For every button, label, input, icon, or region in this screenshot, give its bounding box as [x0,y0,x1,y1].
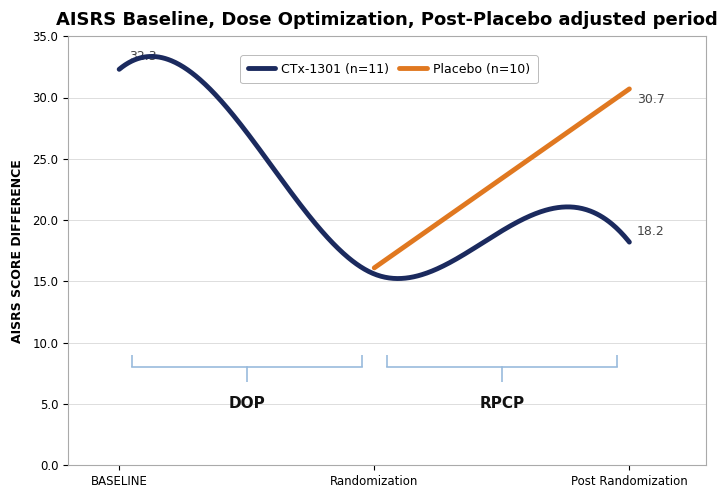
CTx-1301 (n=11) [615,228,624,234]
Y-axis label: AISRS SCORE DIFFERENCE: AISRS SCORE DIFFERENCE [11,159,24,343]
Title: AISRS Baseline, Dose Optimization, Post-Placebo adjusted period: AISRS Baseline, Dose Optimization, Post-… [56,11,717,29]
CTx-1301 (n=11) [115,66,123,72]
Text: RPCP: RPCP [479,396,524,411]
CTx-1301 (n=11) [535,209,543,215]
Line: CTx-1301 (n=11): CTx-1301 (n=11) [119,56,630,278]
CTx-1301 (n=11) [421,270,429,276]
Text: DOP: DOP [228,396,265,411]
Legend: CTx-1301 (n=11), Placebo (n=10): CTx-1301 (n=11), Placebo (n=10) [240,55,538,83]
CTx-1301 (n=11) [361,267,370,273]
CTx-1301 (n=11) [392,275,401,281]
CTx-1301 (n=11) [358,265,367,271]
Text: 32.3: 32.3 [129,50,157,63]
CTx-1301 (n=11) [625,239,634,245]
Placebo (n=10) [370,265,379,271]
Line: Placebo (n=10): Placebo (n=10) [374,89,630,268]
CTx-1301 (n=11) [148,53,156,59]
Text: 18.2: 18.2 [637,226,665,239]
CTx-1301 (n=11) [394,275,403,281]
Text: 30.7: 30.7 [637,93,665,106]
Placebo (n=10) [625,86,634,92]
